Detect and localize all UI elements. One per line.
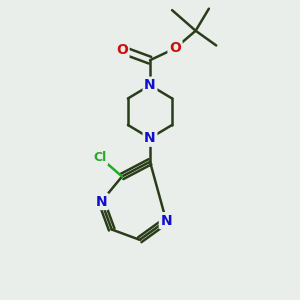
Text: O: O: [169, 41, 181, 56]
Text: N: N: [96, 194, 107, 208]
Text: Cl: Cl: [93, 151, 106, 164]
Text: N: N: [144, 131, 156, 145]
Text: O: O: [116, 43, 128, 57]
Text: N: N: [144, 78, 156, 92]
Text: N: N: [160, 214, 172, 228]
